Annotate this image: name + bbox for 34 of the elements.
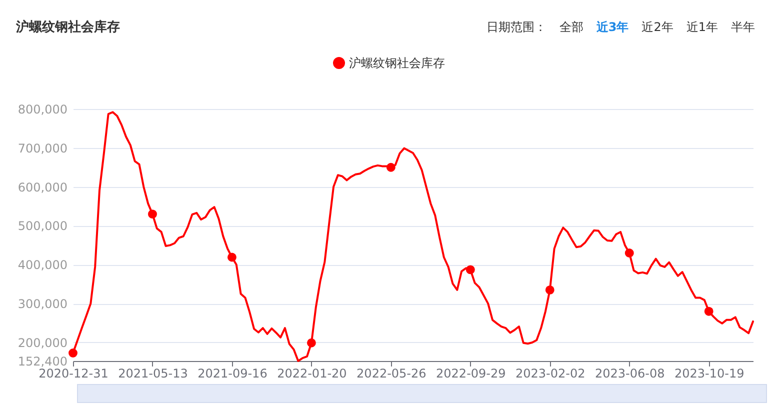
point xyxy=(227,252,236,262)
text: 日期范围： xyxy=(486,19,546,36)
x-tick-label: 2022-05-26 xyxy=(356,366,426,380)
point xyxy=(624,248,634,258)
point xyxy=(306,338,316,348)
x-tick-label: 2022-09-29 xyxy=(436,366,506,380)
text: 半年 xyxy=(731,19,755,36)
y-tick-label: 152,400 xyxy=(18,354,68,368)
point xyxy=(545,285,554,294)
point xyxy=(466,265,475,274)
y-tick-label: 500,000 xyxy=(18,219,68,234)
point xyxy=(704,306,714,316)
x-tick-label: 2020-12-31 xyxy=(38,366,108,380)
text: 近3年 xyxy=(596,19,629,36)
x-tick-label: 2022-01-20 xyxy=(277,366,347,380)
x-tick-label: 2023-06-08 xyxy=(594,366,665,380)
y-tick-label: 400,000 xyxy=(18,258,68,272)
chart-title: 沪螺纹钢社会库存 xyxy=(16,18,120,36)
x-tick-label: 2021-09-16 xyxy=(198,366,268,380)
y-tick-label: 200,000 xyxy=(18,336,68,350)
text: 全部 xyxy=(559,19,584,36)
text: 近2年 xyxy=(642,19,674,36)
y-tick-label: 700,000 xyxy=(18,141,68,156)
x-tick-label: 2023-10-19 xyxy=(674,366,744,380)
y-tick-label: 300,000 xyxy=(18,297,68,312)
point xyxy=(386,162,396,172)
x-tick-label: 2021-05-13 xyxy=(118,366,188,380)
x-tick-label: 2023-02-02 xyxy=(516,366,586,380)
legend-label: 沪螺纹钢社会库存 xyxy=(349,56,445,70)
point xyxy=(148,210,157,219)
text: 近1年 xyxy=(686,19,718,36)
point xyxy=(68,348,78,358)
y-tick-label: 800,000 xyxy=(18,102,68,116)
y-tick-label: 600,000 xyxy=(18,180,68,194)
